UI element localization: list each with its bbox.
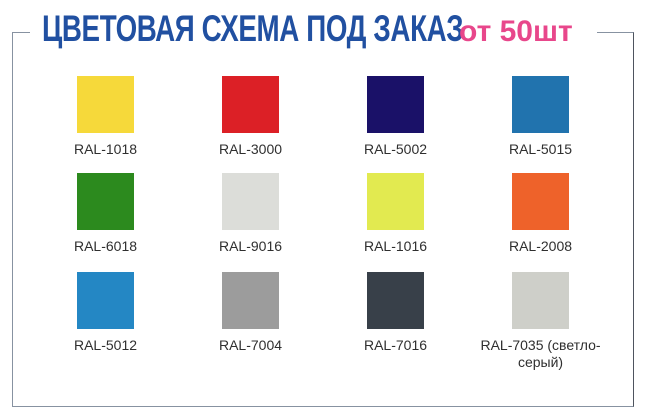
page-title: ЦВЕТОВАЯ СХЕМА ПОД ЗАКАЗ (42, 8, 464, 49)
color-swatch (512, 272, 569, 329)
swatch-label: RAL-1018 (73, 141, 138, 157)
color-swatch (367, 76, 424, 133)
color-swatch-grid: RAL-1018 RAL-3000 RAL-5002 RAL-5015 RAL-… (33, 76, 613, 372)
swatch-label: RAL-5015 (508, 141, 573, 157)
swatch-label: RAL-7004 (218, 337, 283, 353)
swatch-label: RAL-5002 (363, 141, 428, 157)
swatch-cell: RAL-6018 (33, 173, 178, 272)
swatch-label: RAL-9016 (218, 238, 283, 254)
swatch-label: RAL-7016 (363, 337, 428, 353)
color-swatch (222, 76, 279, 133)
swatch-cell: RAL-1018 (33, 76, 178, 173)
swatch-label: RAL-3000 (218, 141, 283, 157)
swatch-label: RAL-1016 (363, 238, 428, 254)
color-swatch (367, 173, 424, 230)
swatch-cell: RAL-1016 (323, 173, 468, 272)
minimum-quantity-note: от 50шт (459, 15, 573, 48)
frame-title-gap (30, 26, 597, 38)
swatch-label: RAL-5012 (73, 337, 138, 353)
swatch-label: RAL-6018 (73, 238, 138, 254)
color-swatch (77, 173, 134, 230)
color-swatch (512, 76, 569, 133)
color-swatch (222, 272, 279, 329)
color-swatch (512, 173, 569, 230)
swatch-cell: RAL-7004 (178, 272, 323, 372)
swatch-label: RAL-7035 (светло-серый) (480, 337, 601, 370)
swatch-cell: RAL-5015 (468, 76, 613, 173)
color-swatch (367, 272, 424, 329)
color-swatch (77, 76, 134, 133)
color-swatch (222, 173, 279, 230)
swatch-cell: RAL-9016 (178, 173, 323, 272)
color-swatch (77, 272, 134, 329)
swatch-cell: RAL-7016 (323, 272, 468, 372)
swatch-cell: RAL-7035 (светло-серый) (468, 272, 613, 372)
swatch-cell: RAL-3000 (178, 76, 323, 173)
swatch-cell: RAL-5002 (323, 76, 468, 173)
swatch-label: RAL-2008 (508, 238, 573, 254)
swatch-cell: RAL-2008 (468, 173, 613, 272)
swatch-cell: RAL-5012 (33, 272, 178, 372)
